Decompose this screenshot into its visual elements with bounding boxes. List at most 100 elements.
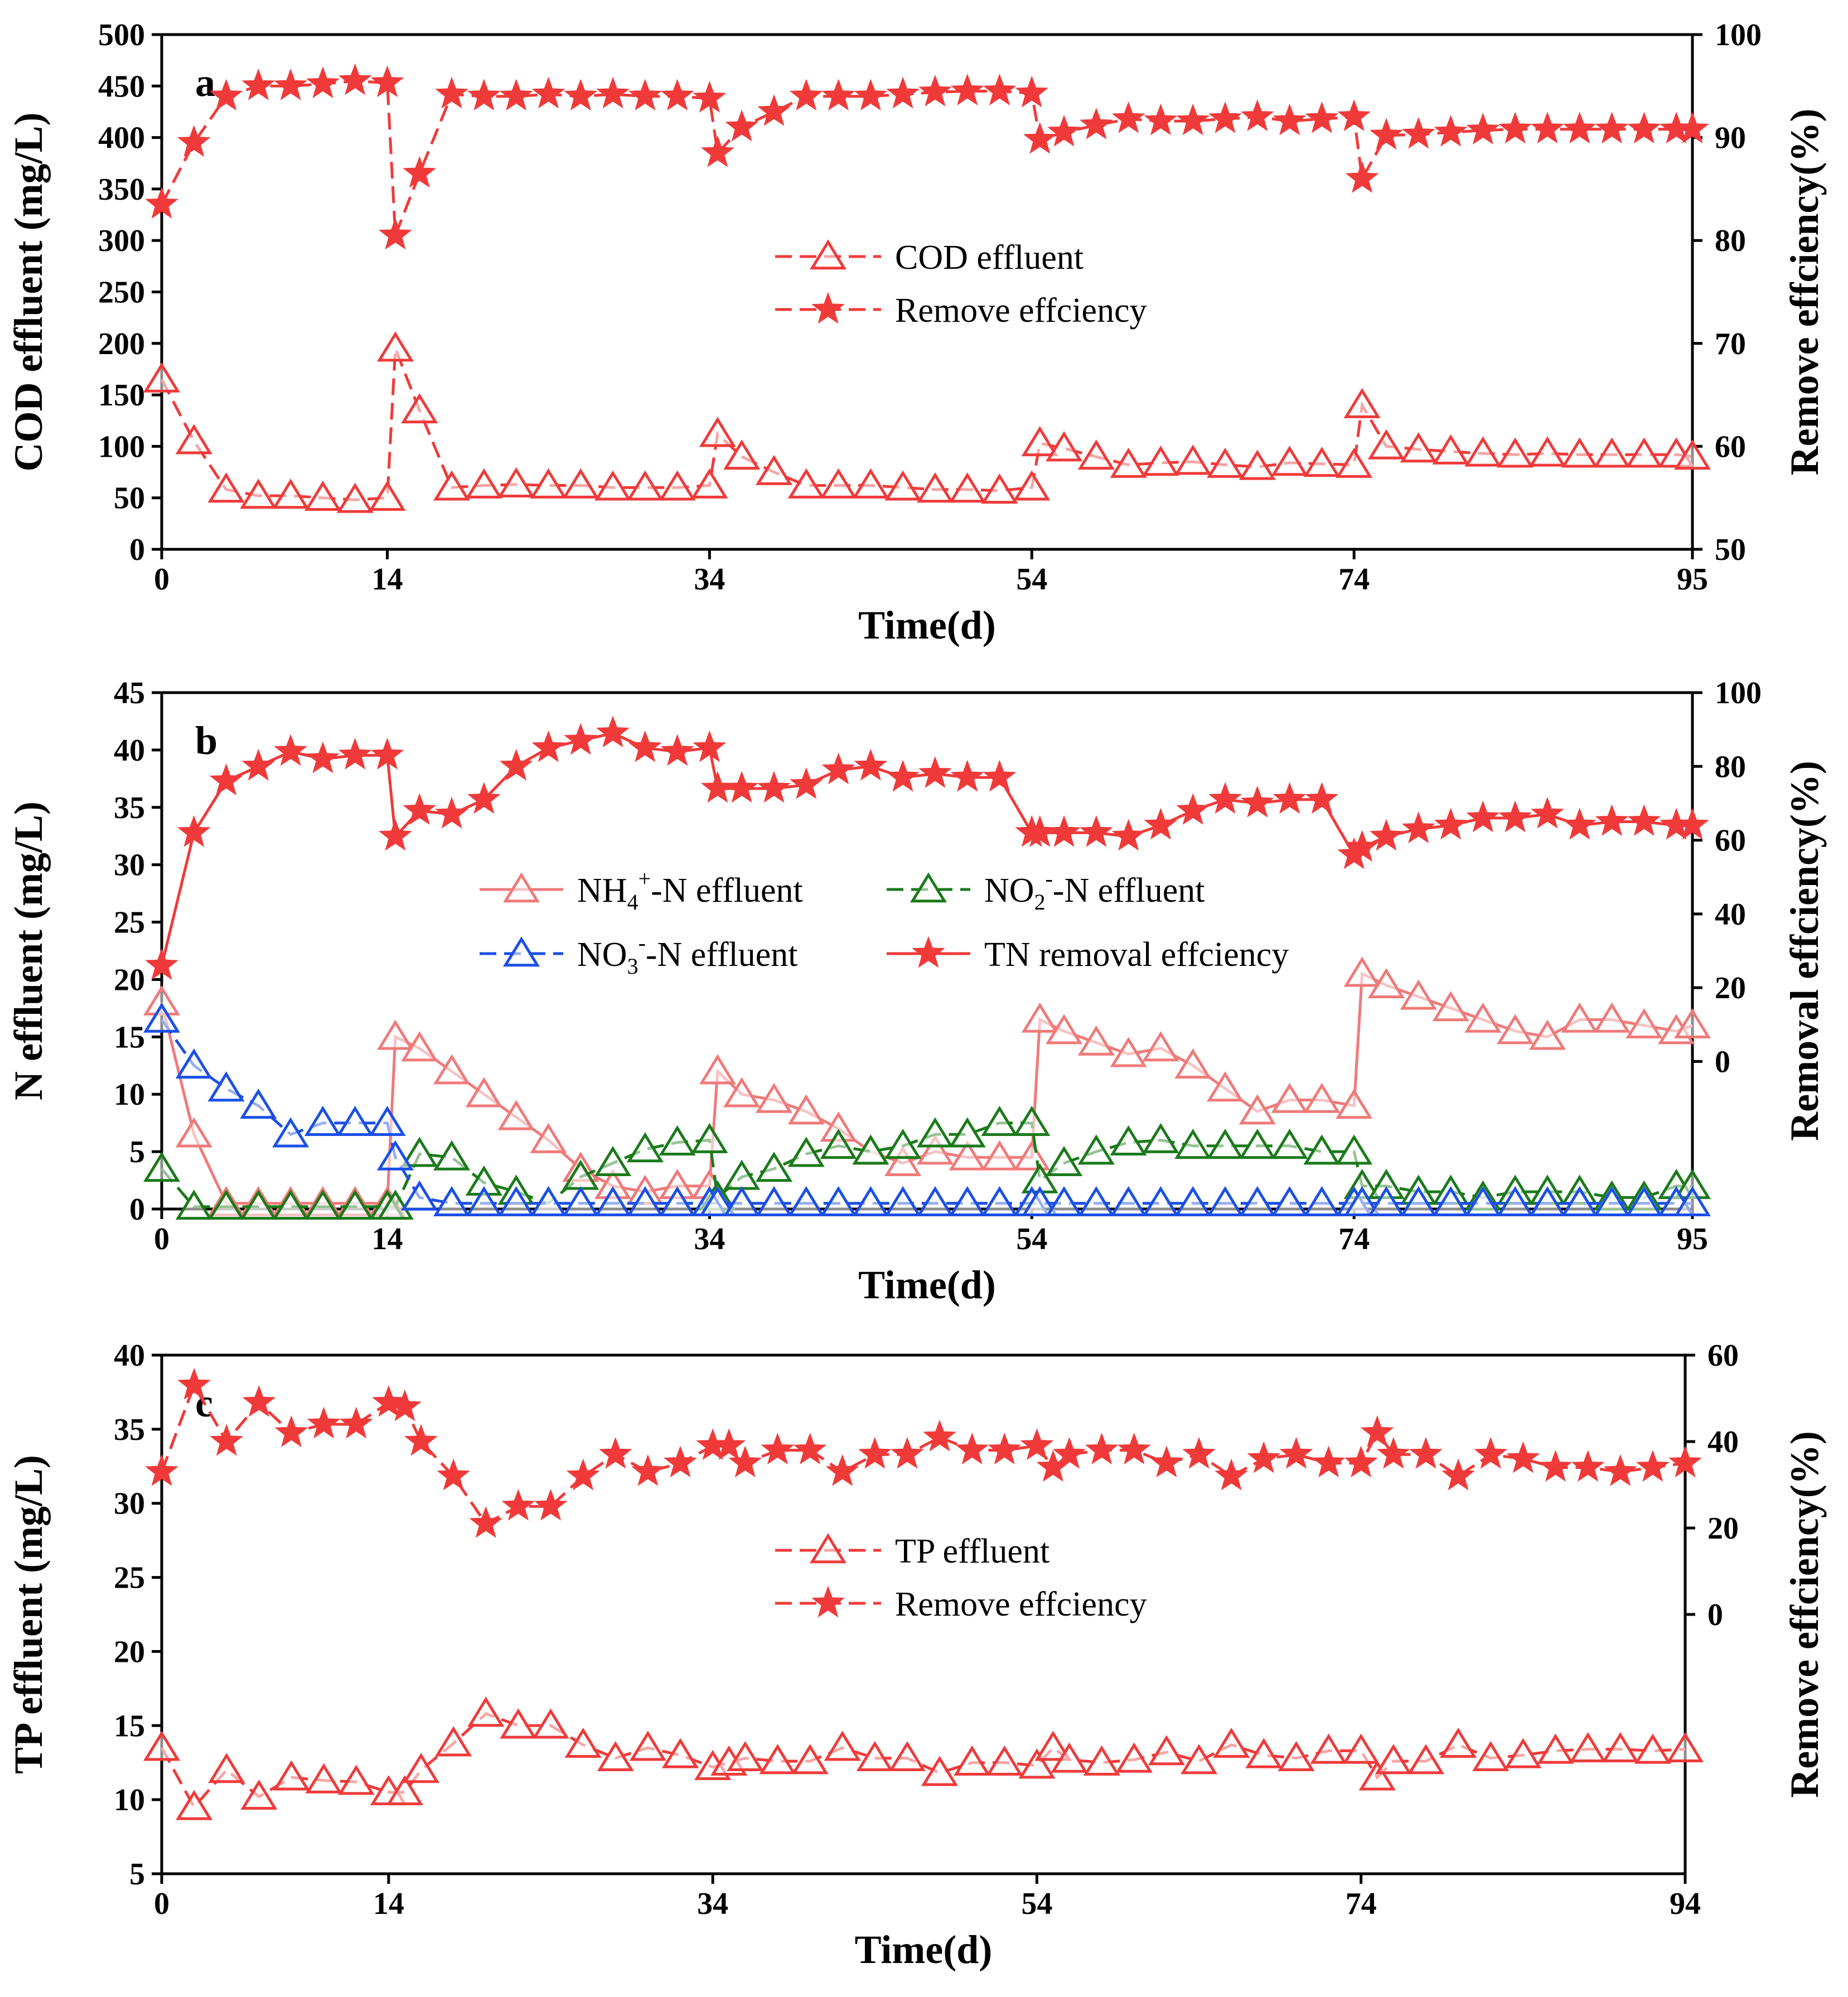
series-0 [143,331,1711,513]
data-point-triangle [1400,1186,1437,1217]
data-point-triangle [240,1780,278,1810]
data-point-triangle [916,472,954,503]
data-point-triangle [723,439,761,470]
data-point-star [1279,1437,1313,1469]
data-point-star [1273,782,1307,814]
data-point-star [757,771,791,803]
data-point-triangle [723,1077,761,1108]
data-point-star [628,79,662,111]
x-axis-title: Time(d) [858,1263,996,1307]
data-point-triangle [1537,1733,1574,1764]
x-axis-title: Time(d) [855,1927,993,1972]
data-point-triangle [1115,1742,1153,1773]
data-point-star [1498,112,1532,144]
series-line [160,348,1693,501]
data-point-triangle [1271,1082,1308,1113]
y-right-tick-label: 60 [1707,1338,1739,1373]
data-point-star [700,135,734,167]
data-point-star [1595,112,1629,144]
data-point-triangle [562,1186,599,1217]
data-point-triangle [1213,1728,1250,1758]
data-point-triangle [1561,1186,1598,1217]
data-point-triangle [465,1077,502,1108]
data-point-triangle [143,1730,181,1761]
data-point-star [1376,1437,1410,1469]
data-point-triangle [755,1152,793,1182]
data-point-triangle [1464,1002,1502,1033]
data-point-triangle [272,478,309,509]
data-point-triangle [1464,1186,1502,1217]
panel-c: 0 14 34 54 74 94 5 10 15 20 25 30 35 40 0 20 40 60 Time(d)… [6,1338,1827,1972]
data-point-triangle [787,1094,825,1125]
data-point-triangle [1303,1082,1341,1113]
data-point-triangle [532,1708,569,1739]
data-point-triangle [1021,426,1058,457]
data-point-triangle [530,468,567,499]
data-point-star [1636,1450,1670,1482]
data-point-star [712,1428,746,1461]
data-point-triangle [1174,444,1212,475]
data-point-triangle [465,468,502,499]
y-tick-label: 45 [114,676,145,710]
data-point-star [1273,103,1307,136]
data-point-star [566,1458,600,1491]
data-point-triangle [820,1186,857,1217]
data-point-star [1208,782,1242,814]
data-point-star [1047,114,1081,147]
data-point-triangle [433,1140,471,1171]
data-point-triangle [1181,1744,1218,1774]
data-point-star [307,1406,341,1439]
data-point-triangle [1432,1186,1469,1217]
data-point-star [1434,807,1468,840]
y-tick-label: 20 [114,1635,145,1669]
data-point-star [379,217,412,250]
x-tick-label: 0 [154,562,170,597]
data-point-star [1182,1437,1216,1469]
y-axis-title: TP effluent (mg/L) [6,1455,51,1774]
data-point-star [338,737,372,770]
y-right-tick-label: 60 [1715,429,1746,464]
x-tick-label: 14 [373,1887,404,1921]
data-point-star [950,74,984,105]
y-right-axis-title: Removal effciency(%) [1782,761,1827,1141]
data-point-triangle [304,1190,342,1220]
data-point-triangle [1464,436,1502,467]
data-point-star [274,68,308,100]
y-right-tick-label: 0 [1715,1045,1730,1079]
legend-entry: NO3--N effluent [480,930,797,979]
data-point-triangle [1626,437,1663,468]
data-point-star [631,1454,665,1486]
data-point-star [761,1433,795,1464]
data-point-triangle [820,1129,857,1159]
x-tick-label: 74 [1338,1222,1370,1256]
y-tick-label: 450 [98,69,145,104]
data-point-triangle [1367,1186,1405,1217]
y-axis-title: COD effluent (mg/L) [6,113,51,472]
data-point-triangle [401,393,438,424]
series-2 [143,1002,1711,1217]
data-point-triangle [1206,1129,1244,1159]
legend-triangle-marker [910,872,947,903]
data-point-triangle [1593,437,1631,468]
y-tick-label: 40 [114,733,145,768]
data-point-star [1085,1433,1119,1464]
data-point-star [1531,796,1564,829]
legend-entry: NH4+-N effluent [480,866,803,915]
data-point-star [1111,101,1145,133]
data-point-star [988,1433,1022,1464]
data-point-triangle [467,1696,505,1727]
data-point-triangle [1440,1728,1477,1758]
data-point-triangle [1407,1744,1445,1774]
data-point-triangle [1673,1008,1711,1039]
data-point-triangle [986,1745,1023,1776]
data-point-triangle [1142,1123,1179,1153]
data-point-triangle [305,1763,342,1793]
data-point-star [1247,1441,1281,1473]
legend-triangle-marker [809,1533,847,1564]
data-point-star [1676,807,1709,840]
x-tick-label: 54 [1016,1222,1047,1256]
data-point-triangle [1367,429,1405,460]
data-point-star [274,1415,308,1447]
data-point-triangle [852,1134,889,1165]
data-point-triangle [1239,1129,1276,1159]
